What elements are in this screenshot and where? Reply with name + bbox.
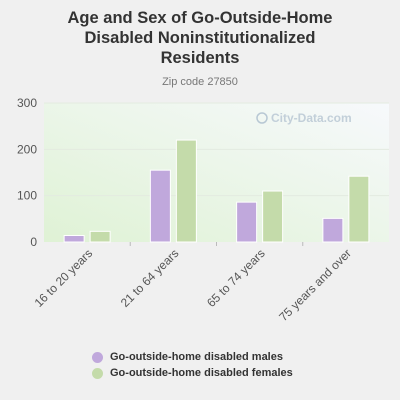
x-tick-label: 21 to 64 years — [118, 246, 182, 310]
bar-females-1 — [175, 139, 197, 243]
legend-item-males: Go-outside-home disabled males — [92, 349, 293, 365]
y-tick-label: 300 — [17, 96, 37, 110]
y-tick-label: 100 — [17, 189, 37, 203]
y-tick-label: 0 — [30, 235, 37, 249]
y-tick-label: 200 — [17, 142, 37, 156]
bar-males-3 — [322, 217, 344, 243]
legend: Go-outside-home disabled males Go-outsid… — [92, 349, 293, 381]
bar-females-3 — [348, 175, 370, 243]
x-tick-label: 16 to 20 years — [32, 246, 96, 310]
bar-males-1 — [149, 169, 171, 243]
bar-females-0 — [89, 230, 111, 243]
chart-subtitle: Zip code 27850 — [162, 76, 238, 88]
watermark-text: City-Data.com — [271, 111, 352, 125]
watermark: City-Data.com — [256, 111, 352, 125]
chart-title: Age and Sex of Go-Outside-Home Disabled … — [67, 9, 333, 67]
bar-males-2 — [236, 201, 258, 243]
legend-swatch-females — [92, 367, 103, 379]
x-tick-label: 75 years and over — [276, 246, 354, 324]
bar-females-2 — [262, 190, 284, 243]
legend-label-females: Go-outside-home disabled females — [110, 367, 293, 379]
legend-item-females: Go-outside-home disabled females — [92, 365, 293, 381]
x-tick-label: 65 to 74 years — [204, 246, 268, 310]
bar-males-0 — [63, 235, 85, 243]
legend-swatch-males — [92, 351, 103, 363]
legend-label-males: Go-outside-home disabled males — [110, 351, 283, 363]
